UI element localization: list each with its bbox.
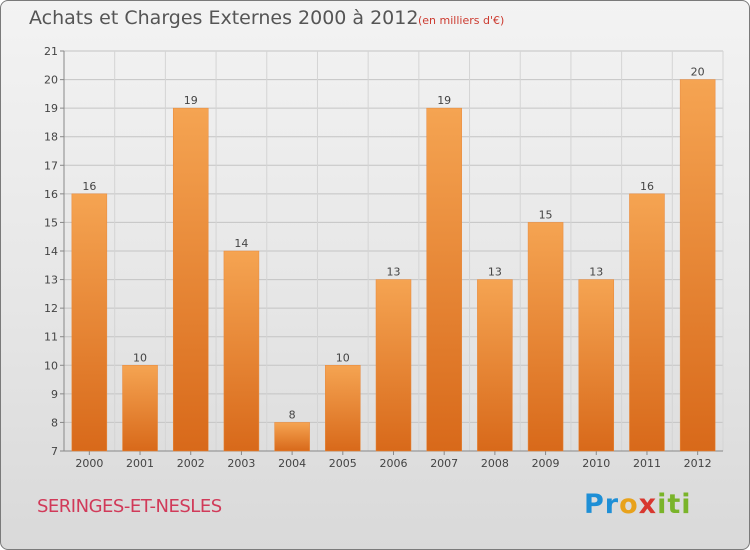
bar-value-label: 20	[691, 66, 705, 79]
y-tick-label: 17	[44, 159, 58, 172]
y-tick-label: 14	[44, 245, 58, 258]
y-tick-label: 7	[51, 445, 58, 458]
x-tick-label: 2004	[278, 457, 306, 470]
bars	[71, 79, 716, 452]
x-tick-label: 2003	[227, 457, 255, 470]
y-tick-label: 12	[44, 302, 58, 315]
proxiti-logo: Proxiti	[584, 489, 692, 520]
y-tick-label: 9	[51, 388, 58, 401]
bar-value-label: 10	[336, 351, 350, 364]
x-tick-label: 2006	[380, 457, 408, 470]
x-tick-label: 2012	[684, 457, 712, 470]
y-tick-label: 10	[44, 359, 58, 372]
x-tick-label: 2001	[126, 457, 154, 470]
x-tick-label: 2000	[75, 457, 103, 470]
labels: 16 2000 10 2001 19 2002 14 2003 8 2004 10 2005 13 200…	[75, 66, 711, 470]
bar-2004	[274, 422, 310, 452]
bar-2011	[629, 193, 665, 452]
y-tick-label: 21	[44, 45, 58, 58]
bar-value-label: 19	[184, 94, 198, 107]
bar-2007	[426, 107, 462, 452]
y-tick-label: 11	[44, 331, 58, 344]
bar-value-label: 13	[387, 266, 401, 279]
bar-2012	[679, 79, 716, 452]
x-tick-label: 2008	[481, 457, 509, 470]
x-tick-label: 2005	[329, 457, 357, 470]
bar-2006	[375, 279, 412, 452]
y-tick-label: 20	[44, 74, 58, 87]
y-tick-label: 19	[44, 102, 58, 115]
bar-2000	[71, 193, 108, 452]
bar-value-label: 15	[539, 208, 553, 221]
bar-2009	[527, 222, 564, 452]
bar-value-label: 19	[437, 94, 451, 107]
town-name: SERINGES-ET-NESLES	[37, 496, 222, 517]
bar-value-label: 13	[589, 266, 603, 279]
x-tick-label: 2009	[532, 457, 560, 470]
y-tick-label: 13	[44, 274, 58, 287]
x-tick-label: 2007	[430, 457, 458, 470]
bar-2010	[578, 279, 615, 452]
bar-value-label: 16	[82, 180, 96, 193]
bar-value-label: 10	[133, 351, 147, 364]
bar-2002	[172, 107, 209, 452]
x-tick-label: 2011	[633, 457, 661, 470]
chart-title: Achats et Charges Externes 2000 à 2012	[29, 7, 419, 29]
y-tick-label: 18	[44, 131, 58, 144]
y-tick-label: 16	[44, 188, 58, 201]
bar-value-label: 8	[289, 408, 296, 421]
y-tick-label: 15	[44, 216, 58, 229]
chart-subtitle: (en milliers d'€)	[418, 14, 505, 27]
bar-2005	[325, 365, 361, 452]
y-tick-label: 8	[51, 416, 58, 429]
bar-2008	[477, 279, 513, 452]
bar-value-label: 16	[640, 180, 654, 193]
bar-2003	[223, 250, 260, 452]
x-tick-label: 2002	[177, 457, 205, 470]
bar-2001	[122, 365, 158, 452]
x-tick-label: 2010	[582, 457, 610, 470]
bar-value-label: 13	[488, 266, 502, 279]
bar-value-label: 14	[234, 237, 248, 250]
